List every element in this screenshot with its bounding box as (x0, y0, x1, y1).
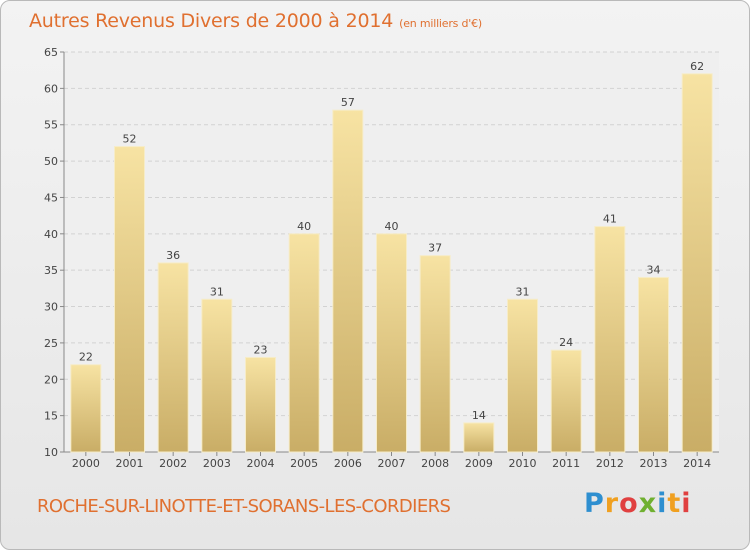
bar-value-label: 41 (603, 213, 617, 226)
bar-value-label: 31 (516, 285, 530, 298)
bar (376, 233, 407, 453)
logo-letter: i (657, 488, 668, 519)
chart-title: Autres Revenus Divers de 2000 à 2014 (en … (29, 10, 482, 32)
bar-value-label: 40 (385, 220, 399, 233)
x-tick-label: 2009 (465, 457, 493, 470)
y-tick-label: 60 (44, 82, 58, 95)
bar (245, 356, 276, 453)
bar (70, 364, 102, 453)
x-tick-label: 2003 (203, 457, 231, 470)
proxiti-logo: Proxiti (584, 488, 692, 519)
y-tick-label: 10 (44, 446, 58, 459)
chart-title-unit: (en milliers d'€) (399, 17, 483, 30)
bar (114, 146, 145, 453)
bar (463, 422, 495, 453)
bar-value-label: 52 (123, 133, 137, 146)
logo-letter: i (681, 488, 692, 519)
commune-name: ROCHE-SUR-LINOTTE-ET-SORANS-LES-CORDIERS (37, 496, 451, 517)
y-tick-label: 30 (44, 301, 58, 314)
bar (419, 255, 451, 453)
y-tick-label: 15 (44, 410, 58, 423)
bar-value-label: 37 (428, 242, 442, 255)
x-tick-label: 2004 (247, 457, 275, 470)
x-tick-label: 2012 (596, 457, 624, 470)
chart-title-text: Autres Revenus Divers de 2000 à 2014 (29, 10, 394, 32)
logo-letter: o (619, 488, 639, 519)
bar-value-label: 36 (166, 249, 180, 262)
y-tick-label: 40 (44, 228, 58, 241)
y-tick-label: 35 (44, 264, 58, 277)
bar-value-label: 22 (79, 351, 93, 364)
x-tick-label: 2010 (509, 457, 537, 470)
x-tick-label: 2014 (683, 457, 711, 470)
bar-value-label: 14 (472, 409, 486, 422)
y-tick-label: 25 (44, 337, 58, 350)
bar-value-label: 40 (297, 220, 311, 233)
bar (288, 233, 320, 453)
bar-value-label: 34 (647, 263, 661, 276)
y-tick-label: 20 (44, 373, 58, 386)
logo-letter: x (638, 488, 658, 519)
bar (157, 262, 189, 453)
logo-letter: P (584, 488, 605, 519)
x-tick-label: 2008 (421, 457, 449, 470)
bar-value-label: 31 (210, 285, 224, 298)
x-tick-label: 2002 (159, 457, 187, 470)
x-tick-label: 2001 (116, 457, 144, 470)
bar-value-label: 24 (559, 336, 573, 349)
x-tick-label: 2000 (72, 457, 100, 470)
bar-value-label: 62 (690, 60, 704, 73)
bar (594, 226, 626, 453)
bar (332, 109, 364, 453)
x-tick-label: 2007 (378, 457, 406, 470)
bar (201, 298, 233, 453)
bar (550, 349, 582, 453)
logo-letter: r (604, 488, 620, 519)
bar (681, 73, 713, 453)
bar-value-label: 57 (341, 96, 355, 109)
y-tick-label: 45 (44, 191, 58, 204)
x-tick-label: 2006 (334, 457, 362, 470)
y-tick-label: 50 (44, 155, 58, 168)
x-tick-label: 2005 (290, 457, 318, 470)
bar (507, 298, 538, 453)
x-tick-label: 2011 (552, 457, 580, 470)
bar-value-label: 23 (254, 343, 268, 356)
logo-letter: t (667, 488, 682, 519)
x-tick-label: 2013 (640, 457, 668, 470)
y-tick-label: 65 (44, 46, 58, 59)
y-tick-label: 55 (44, 119, 58, 132)
bar (638, 276, 669, 453)
